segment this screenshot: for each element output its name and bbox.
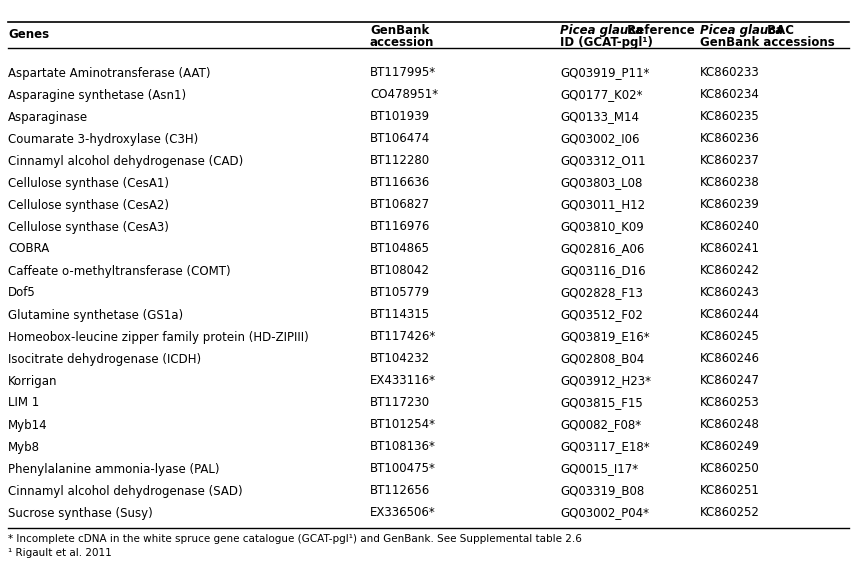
- Text: BT116636: BT116636: [370, 176, 430, 189]
- Text: BT100475*: BT100475*: [370, 463, 436, 476]
- Text: KC860233: KC860233: [700, 67, 760, 80]
- Text: BT116976: BT116976: [370, 220, 430, 233]
- Text: KC860246: KC860246: [700, 353, 760, 366]
- Text: BT106827: BT106827: [370, 198, 430, 211]
- Text: BT106474: BT106474: [370, 133, 430, 146]
- Text: KC860248: KC860248: [700, 419, 760, 432]
- Text: Cellulose synthase (CesA1): Cellulose synthase (CesA1): [8, 176, 169, 189]
- Text: accession: accession: [370, 36, 434, 49]
- Text: Cellulose synthase (CesA2): Cellulose synthase (CesA2): [8, 198, 169, 211]
- Text: KC860235: KC860235: [700, 111, 760, 124]
- Text: Caffeate o-methyltransferase (COMT): Caffeate o-methyltransferase (COMT): [8, 264, 231, 277]
- Text: BT101939: BT101939: [370, 111, 430, 124]
- Text: KC860237: KC860237: [700, 154, 760, 167]
- Text: KC860251: KC860251: [700, 485, 760, 498]
- Text: KC860236: KC860236: [700, 133, 760, 146]
- Text: Picea glauca: Picea glauca: [560, 24, 643, 37]
- Text: KC860240: KC860240: [700, 220, 760, 233]
- Text: Myb8: Myb8: [8, 441, 40, 454]
- Text: BT112656: BT112656: [370, 485, 430, 498]
- Text: BT101254*: BT101254*: [370, 419, 436, 432]
- Text: Aspartate Aminotransferase (AAT): Aspartate Aminotransferase (AAT): [8, 67, 211, 80]
- Text: ID (GCAT-pgl¹): ID (GCAT-pgl¹): [560, 36, 653, 49]
- Text: GQ03912_H23*: GQ03912_H23*: [560, 375, 651, 388]
- Text: BT117426*: BT117426*: [370, 331, 436, 344]
- Text: BAC: BAC: [763, 24, 794, 37]
- Text: BT104232: BT104232: [370, 353, 430, 366]
- Text: Coumarate 3-hydroxylase (C3H): Coumarate 3-hydroxylase (C3H): [8, 133, 198, 146]
- Text: BT108042: BT108042: [370, 264, 430, 277]
- Text: KC860234: KC860234: [700, 89, 760, 102]
- Text: ¹ Rigault et al. 2011: ¹ Rigault et al. 2011: [8, 549, 111, 558]
- Text: KC860252: KC860252: [700, 506, 760, 519]
- Text: BT112280: BT112280: [370, 154, 430, 167]
- Text: KC860243: KC860243: [700, 286, 760, 299]
- Text: KC860242: KC860242: [700, 264, 760, 277]
- Text: GQ03002_P04*: GQ03002_P04*: [560, 506, 649, 519]
- Text: Homeobox-leucine zipper family protein (HD-ZIPIII): Homeobox-leucine zipper family protein (…: [8, 331, 309, 344]
- Text: BT117995*: BT117995*: [370, 67, 436, 80]
- Text: BT104865: BT104865: [370, 242, 430, 255]
- Text: LIM 1: LIM 1: [8, 397, 39, 410]
- Text: Picea glauca: Picea glauca: [700, 24, 783, 37]
- Text: GenBank accessions: GenBank accessions: [700, 36, 835, 49]
- Text: KC860238: KC860238: [700, 176, 760, 189]
- Text: GQ0015_I17*: GQ0015_I17*: [560, 463, 638, 476]
- Text: GQ02828_F13: GQ02828_F13: [560, 286, 643, 299]
- Text: KC860244: KC860244: [700, 308, 760, 321]
- Text: GQ03002_I06: GQ03002_I06: [560, 133, 639, 146]
- Text: EX336506*: EX336506*: [370, 506, 435, 519]
- Text: KC860253: KC860253: [700, 397, 760, 410]
- Text: BT114315: BT114315: [370, 308, 430, 321]
- Text: GQ03819_E16*: GQ03819_E16*: [560, 331, 650, 344]
- Text: Myb14: Myb14: [8, 419, 48, 432]
- Text: Cellulose synthase (CesA3): Cellulose synthase (CesA3): [8, 220, 169, 233]
- Text: BT108136*: BT108136*: [370, 441, 436, 454]
- Text: Sucrose synthase (Susy): Sucrose synthase (Susy): [8, 506, 153, 519]
- Text: EX433116*: EX433116*: [370, 375, 436, 388]
- Text: Phenylalanine ammonia-lyase (PAL): Phenylalanine ammonia-lyase (PAL): [8, 463, 219, 476]
- Text: Dof5: Dof5: [8, 286, 36, 299]
- Text: KC860239: KC860239: [700, 198, 760, 211]
- Text: GQ03810_K09: GQ03810_K09: [560, 220, 644, 233]
- Text: GQ03117_E18*: GQ03117_E18*: [560, 441, 650, 454]
- Text: GQ03512_F02: GQ03512_F02: [560, 308, 643, 321]
- Text: GQ02808_B04: GQ02808_B04: [560, 353, 644, 366]
- Text: Cinnamyl alcohol dehydrogenase (CAD): Cinnamyl alcohol dehydrogenase (CAD): [8, 154, 243, 167]
- Text: KC860249: KC860249: [700, 441, 760, 454]
- Text: KC860241: KC860241: [700, 242, 760, 255]
- Text: GQ0082_F08*: GQ0082_F08*: [560, 419, 641, 432]
- Text: Genes: Genes: [8, 28, 49, 41]
- Text: GQ03803_L08: GQ03803_L08: [560, 176, 643, 189]
- Text: CO478951*: CO478951*: [370, 89, 438, 102]
- Text: GQ03312_O11: GQ03312_O11: [560, 154, 645, 167]
- Text: GQ03011_H12: GQ03011_H12: [560, 198, 645, 211]
- Text: GQ03116_D16: GQ03116_D16: [560, 264, 645, 277]
- Text: BT105779: BT105779: [370, 286, 430, 299]
- Text: Korrigan: Korrigan: [8, 375, 57, 388]
- Text: * Incomplete cDNA in the white spruce gene catalogue (GCAT-pgl¹) and GenBank. Se: * Incomplete cDNA in the white spruce ge…: [8, 534, 582, 545]
- Text: GQ03319_B08: GQ03319_B08: [560, 485, 644, 498]
- Text: KC860245: KC860245: [700, 331, 760, 344]
- Text: GQ03919_P11*: GQ03919_P11*: [560, 67, 650, 80]
- Text: Glutamine synthetase (GS1a): Glutamine synthetase (GS1a): [8, 308, 183, 321]
- Text: Cinnamyl alcohol dehydrogenase (SAD): Cinnamyl alcohol dehydrogenase (SAD): [8, 485, 243, 498]
- Text: Asparagine synthetase (Asn1): Asparagine synthetase (Asn1): [8, 89, 186, 102]
- Text: Asparaginase: Asparaginase: [8, 111, 88, 124]
- Text: GQ02816_A06: GQ02816_A06: [560, 242, 644, 255]
- Text: Reference: Reference: [623, 24, 695, 37]
- Text: Isocitrate dehydrogenase (ICDH): Isocitrate dehydrogenase (ICDH): [8, 353, 201, 366]
- Text: COBRA: COBRA: [8, 242, 49, 255]
- Text: GQ0177_K02*: GQ0177_K02*: [560, 89, 643, 102]
- Text: BT117230: BT117230: [370, 397, 430, 410]
- Text: KC860247: KC860247: [700, 375, 760, 388]
- Text: GQ03815_F15: GQ03815_F15: [560, 397, 643, 410]
- Text: KC860250: KC860250: [700, 463, 760, 476]
- Text: GenBank: GenBank: [370, 24, 429, 37]
- Text: GQ0133_M14: GQ0133_M14: [560, 111, 639, 124]
